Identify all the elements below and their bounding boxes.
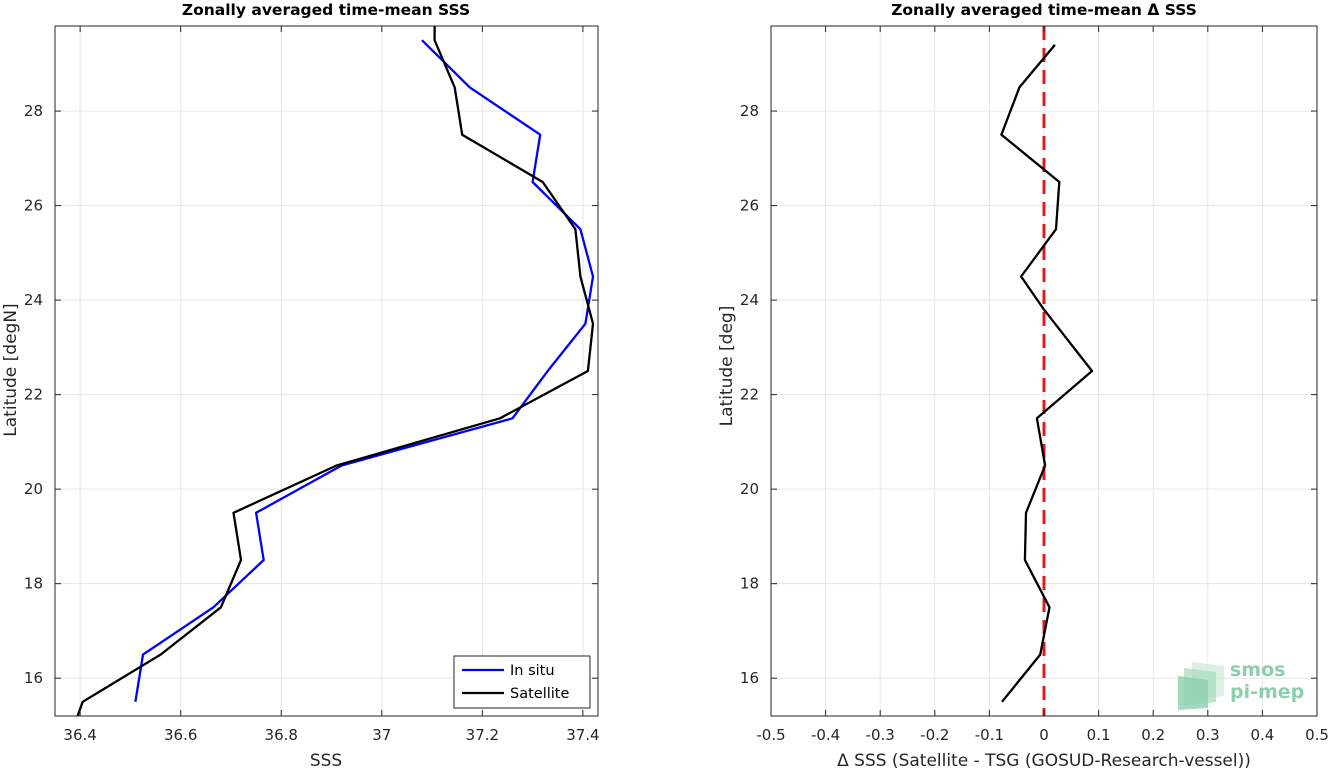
right-y-tick-label: 28: [740, 102, 759, 120]
right-ticks: -0.5 -0.4 -0.3 -0.2 -0.1 0 0.1 0.2 0.3 0.4 0.5 16 18…: [740, 26, 1329, 744]
left-ticks: 36.4 36.6 36.8 37 37.2 37.4 16 18 20 22 24 26 28: [24, 26, 600, 744]
panel-right: Zonally averaged time-mean Δ SSS Δ SSS (…: [717, 1, 1329, 769]
right-y-axis-label: Latitude [deg]: [717, 306, 737, 427]
left-legend-label: Satellite: [510, 686, 569, 702]
left-x-tick-label: 36.6: [164, 726, 197, 744]
right-x-axis-label: Δ SSS (Satellite - TSG (GOSUD-Research-v…: [837, 751, 1251, 769]
left-series-line-satellite: [76, 26, 595, 716]
right-y-tick-label: 24: [740, 291, 759, 309]
right-chart-title: Zonally averaged time-mean Δ SSS: [891, 1, 1197, 19]
right-x-tick-label: -0.1: [975, 726, 1004, 744]
left-x-tick-label: 37: [372, 726, 391, 744]
left-y-tick-label: 24: [24, 291, 43, 309]
logo-mark-icon: [1178, 662, 1224, 710]
left-x-axis-label: SSS: [310, 751, 342, 769]
right-series-line-0: [1000, 44, 1094, 703]
right-x-tick-label: 0.4: [1250, 726, 1274, 744]
left-chart-title: Zonally averaged time-mean SSS: [182, 1, 470, 19]
right-x-tick-label: -0.2: [920, 726, 949, 744]
right-x-tick-label: -0.4: [811, 726, 840, 744]
right-x-tick-label: 0: [1039, 726, 1049, 744]
left-y-tick-label: 18: [24, 575, 43, 593]
left-x-tick-label: 36.4: [63, 726, 96, 744]
right-x-tick-label: 0.5: [1305, 726, 1329, 744]
left-y-tick-label: 20: [24, 480, 43, 498]
left-x-tick-label: 37.4: [566, 726, 599, 744]
right-x-tick-label: -0.3: [866, 726, 895, 744]
left-legend: In situ Satellite: [453, 655, 591, 709]
logo-text-line2: pi-mep: [1230, 681, 1305, 703]
right-x-tick-label: -0.5: [756, 726, 785, 744]
left-axes-box: [54, 25, 599, 717]
right-x-tick-label: 0.3: [1196, 726, 1220, 744]
smos-pi-mep-logo: smos pi-mep: [1178, 656, 1318, 712]
left-x-tick-label: 37.2: [466, 726, 499, 744]
left-legend-box: [453, 655, 591, 709]
right-y-tick-label: 18: [740, 575, 759, 593]
logo-text-line1: smos: [1230, 659, 1286, 681]
right-y-tick-label: 16: [740, 669, 759, 687]
right-x-tick-label: 0.1: [1087, 726, 1111, 744]
left-y-tick-label: 28: [24, 102, 43, 120]
left-y-tick-label: 22: [24, 386, 43, 404]
left-grid: [55, 26, 598, 716]
right-y-tick-label: 26: [740, 197, 759, 215]
left-plot-area: [55, 26, 598, 716]
right-y-tick-label: 20: [740, 480, 759, 498]
left-y-tick-label: 16: [24, 669, 43, 687]
left-y-axis-label: Latitude [degN]: [1, 303, 21, 436]
left-x-tick-label: 36.8: [265, 726, 298, 744]
panel-left: Zonally averaged time-mean SSS SSS Latit…: [1, 1, 600, 769]
left-series-line-in-situ: [134, 39, 595, 702]
left-y-tick-label: 26: [24, 197, 43, 215]
right-y-tick-label: 22: [740, 386, 759, 404]
right-x-tick-label: 0.2: [1141, 726, 1165, 744]
left-legend-label: In situ: [510, 663, 555, 679]
